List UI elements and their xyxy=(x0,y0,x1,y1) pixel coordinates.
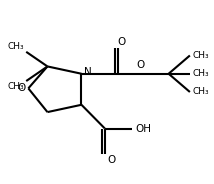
Text: CH₃: CH₃ xyxy=(7,42,24,51)
Text: O: O xyxy=(107,155,115,165)
Text: O: O xyxy=(17,83,25,93)
Text: O: O xyxy=(137,60,145,70)
Text: N: N xyxy=(84,67,92,77)
Text: CH₃: CH₃ xyxy=(192,51,209,60)
Text: O: O xyxy=(118,37,126,47)
Text: CH₃: CH₃ xyxy=(192,69,209,78)
Text: CH₃: CH₃ xyxy=(7,82,24,91)
Text: CH₃: CH₃ xyxy=(192,88,209,96)
Text: OH: OH xyxy=(135,123,151,134)
